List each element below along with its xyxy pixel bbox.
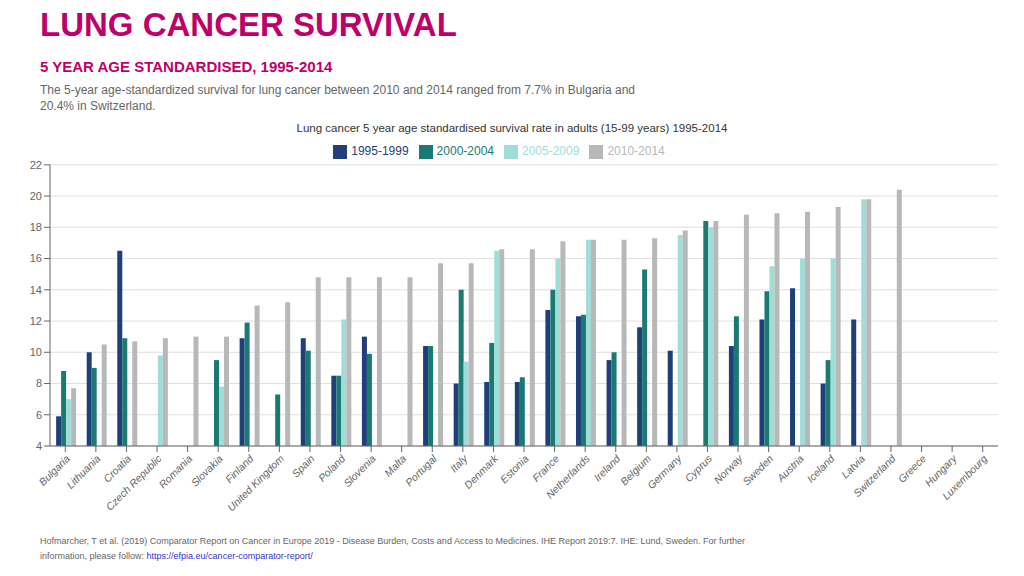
svg-text:Romania: Romania	[156, 452, 194, 490]
html-text:The 5-year age-standardized su: The 5-year age-standardized survival for…	[40, 83, 635, 113]
svg-text:Belgium: Belgium	[617, 452, 653, 488]
svg-text:Luxembourg: Luxembourg	[940, 452, 990, 502]
svg-text:Bulgaria: Bulgaria	[36, 452, 72, 488]
svg-text:12: 12	[30, 315, 42, 327]
svg-text:Italy: Italy	[447, 452, 470, 475]
svg-text:20: 20	[30, 190, 42, 202]
svg-text:14: 14	[30, 284, 42, 296]
svg-text:Norway: Norway	[711, 452, 745, 486]
svg-text:Greece: Greece	[895, 452, 929, 485]
svg-text:Switzerland: Switzerland	[851, 451, 899, 499]
svg-text:Czech Republic: Czech Republic	[103, 452, 164, 513]
svg-text:Estonia: Estonia	[497, 452, 530, 485]
html-text:LUNG CANCER SURVIVAL: LUNG CANCER SURVIVAL	[40, 6, 457, 43]
svg-text:Austria: Austria	[774, 452, 806, 484]
svg-text:Slovakia: Slovakia	[188, 452, 225, 489]
svg-text:Germany: Germany	[645, 452, 685, 492]
svg-text:Ireland: Ireland	[591, 452, 623, 484]
svg-text:18: 18	[30, 221, 42, 233]
html-text:information, please follow: ht: information, please follow: https://efpi…	[40, 551, 313, 561]
html-text:5 YEAR AGE STANDARDISED, 1995-: 5 YEAR AGE STANDARDISED, 1995-2014	[40, 58, 333, 75]
html-text:2010-2014: 2010-2014	[607, 144, 665, 158]
svg-text:Sweden: Sweden	[740, 452, 775, 487]
svg-text:Portugal: Portugal	[403, 452, 440, 489]
svg-text:Cyprus: Cyprus	[682, 452, 715, 485]
svg-text:16: 16	[30, 252, 42, 264]
svg-text:France: France	[529, 452, 562, 484]
html-text:Lung cancer 5 year age standar: Lung cancer 5 year age standardised surv…	[296, 122, 728, 134]
svg-text:22: 22	[30, 159, 42, 171]
svg-text:10: 10	[30, 346, 42, 358]
svg-text:6: 6	[36, 409, 42, 421]
svg-text:Finland: Finland	[222, 452, 256, 485]
html-text:2000-2004: 2000-2004	[436, 144, 494, 158]
svg-text:Malta: Malta	[382, 452, 409, 479]
svg-text:Poland: Poland	[315, 452, 348, 484]
svg-text:Denmark: Denmark	[461, 452, 500, 491]
svg-text:Croatia: Croatia	[100, 452, 134, 485]
svg-text:4: 4	[36, 440, 42, 452]
svg-text:Netherlands: Netherlands	[543, 452, 592, 501]
html-text:1995-1999: 1995-1999	[351, 144, 409, 158]
svg-text:Hungary: Hungary	[922, 452, 959, 489]
svg-text:Iceland: Iceland	[804, 451, 837, 484]
svg-text:Lithuania: Lithuania	[64, 452, 103, 491]
svg-text:Latvia: Latvia	[839, 452, 867, 480]
html-text:2005-2009: 2005-2009	[522, 144, 580, 158]
svg-text:Spain: Spain	[289, 452, 317, 480]
svg-text:Slovenia: Slovenia	[341, 452, 378, 489]
svg-text:United Kingdom: United Kingdom	[225, 452, 286, 513]
svg-text:8: 8	[36, 377, 42, 389]
html-text:Hofmarcher, T et al. (2019) Co: Hofmarcher, T et al. (2019) Comparator R…	[40, 536, 745, 546]
